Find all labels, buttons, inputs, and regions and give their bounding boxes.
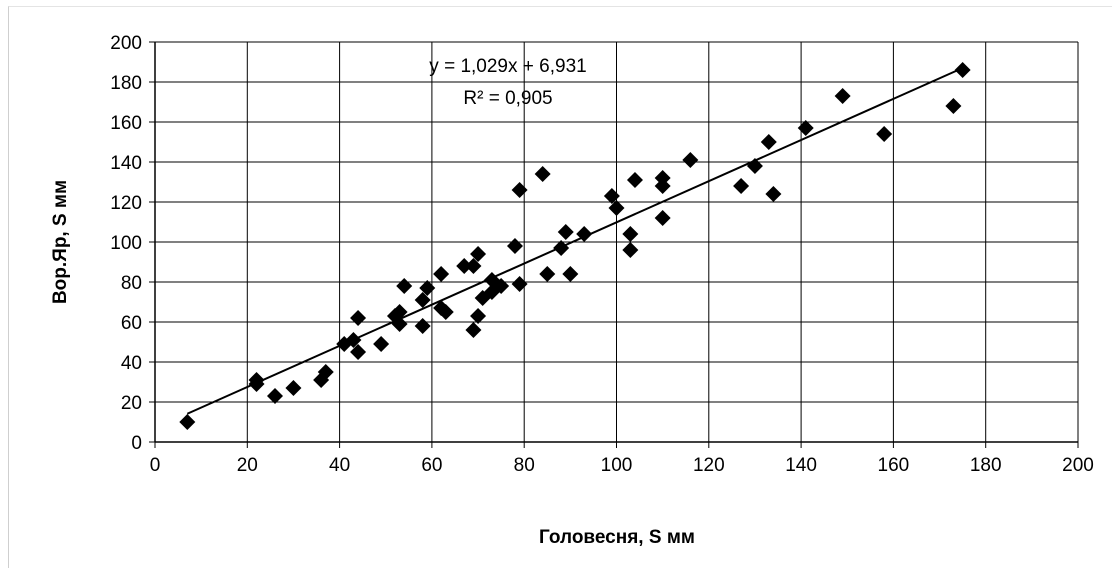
data-point <box>511 276 528 292</box>
data-point <box>534 166 551 182</box>
trendline-equation: y = 1,029x + 6,931 <box>429 56 586 77</box>
y-tick-label: 120 <box>110 193 142 214</box>
data-point <box>396 278 413 294</box>
data-point <box>654 178 671 194</box>
data-point <box>266 388 283 404</box>
data-point <box>876 126 893 142</box>
data-point <box>622 242 639 258</box>
x-tick-label: 100 <box>601 455 633 476</box>
y-tick-label: 20 <box>121 393 142 414</box>
data-point <box>391 316 408 332</box>
data-point <box>493 278 510 294</box>
trendline-group <box>186 67 964 415</box>
x-tick-label: 200 <box>1062 455 1094 476</box>
y-tick-label: 60 <box>121 313 142 334</box>
data-point <box>248 376 265 392</box>
labels: y = 1,029x + 6,931 R² = 0,905 Головесня,… <box>50 56 695 548</box>
data-point <box>608 200 625 216</box>
data-point <box>562 266 579 282</box>
data-point <box>834 88 851 104</box>
data-point <box>285 380 302 396</box>
axes: 0 20 40 60 80 100 120 140 160 180 200 0 20 40 60 80 100 1… <box>110 33 1094 476</box>
data-point <box>626 172 643 188</box>
x-tick-label: 180 <box>970 455 1002 476</box>
data-point <box>414 292 431 308</box>
data-point <box>557 224 574 240</box>
data-point <box>797 120 814 136</box>
y-tick-label: 200 <box>110 33 142 54</box>
x-axis-title: Головесня, S мм <box>539 527 695 548</box>
data-point <box>506 238 523 254</box>
y-tick-label: 40 <box>121 353 142 374</box>
data-point <box>733 178 750 194</box>
x-tick-label: 160 <box>878 455 910 476</box>
x-tick-label: 0 <box>150 455 161 476</box>
data-point <box>470 246 487 262</box>
data-point <box>622 226 639 242</box>
data-point <box>760 134 777 150</box>
y-tick-label: 100 <box>110 233 142 254</box>
data-point <box>945 98 962 114</box>
chart-frame <box>8 6 1112 568</box>
data-point <box>654 210 671 226</box>
x-tick-label: 140 <box>785 455 817 476</box>
data-point <box>553 240 570 256</box>
x-tick-label: 120 <box>693 455 725 476</box>
data-point <box>765 186 782 202</box>
data-point <box>603 188 620 204</box>
x-tick-label: 60 <box>421 455 442 476</box>
data-point <box>539 266 556 282</box>
r-squared-label: R² = 0,905 <box>463 88 552 109</box>
data-point <box>746 158 763 174</box>
y-tick-label: 0 <box>131 433 142 454</box>
data-point <box>179 414 196 430</box>
data-point <box>456 258 473 274</box>
data-points <box>179 62 971 430</box>
data-point <box>350 310 367 326</box>
data-point <box>465 322 482 338</box>
data-point <box>576 226 593 242</box>
data-point <box>317 364 334 380</box>
x-tick-label: 40 <box>329 455 350 476</box>
trendline <box>186 67 964 415</box>
data-point <box>465 258 482 274</box>
y-axis-title: Вор.Яр, S мм <box>50 180 71 304</box>
data-point <box>345 332 362 348</box>
data-point <box>373 336 390 352</box>
data-point <box>954 62 971 78</box>
data-point <box>511 182 528 198</box>
data-point <box>391 304 408 320</box>
data-point <box>350 344 367 360</box>
data-point <box>419 280 436 296</box>
data-point <box>414 318 431 334</box>
y-tick-label: 160 <box>110 113 142 134</box>
y-tick-label: 180 <box>110 73 142 94</box>
x-tick-label: 20 <box>237 455 258 476</box>
data-point <box>470 308 487 324</box>
data-point <box>682 152 699 168</box>
data-point <box>437 304 454 320</box>
data-point <box>433 266 450 282</box>
x-tick-label: 80 <box>514 455 535 476</box>
y-tick-label: 140 <box>110 153 142 174</box>
y-tick-label: 80 <box>121 273 142 294</box>
